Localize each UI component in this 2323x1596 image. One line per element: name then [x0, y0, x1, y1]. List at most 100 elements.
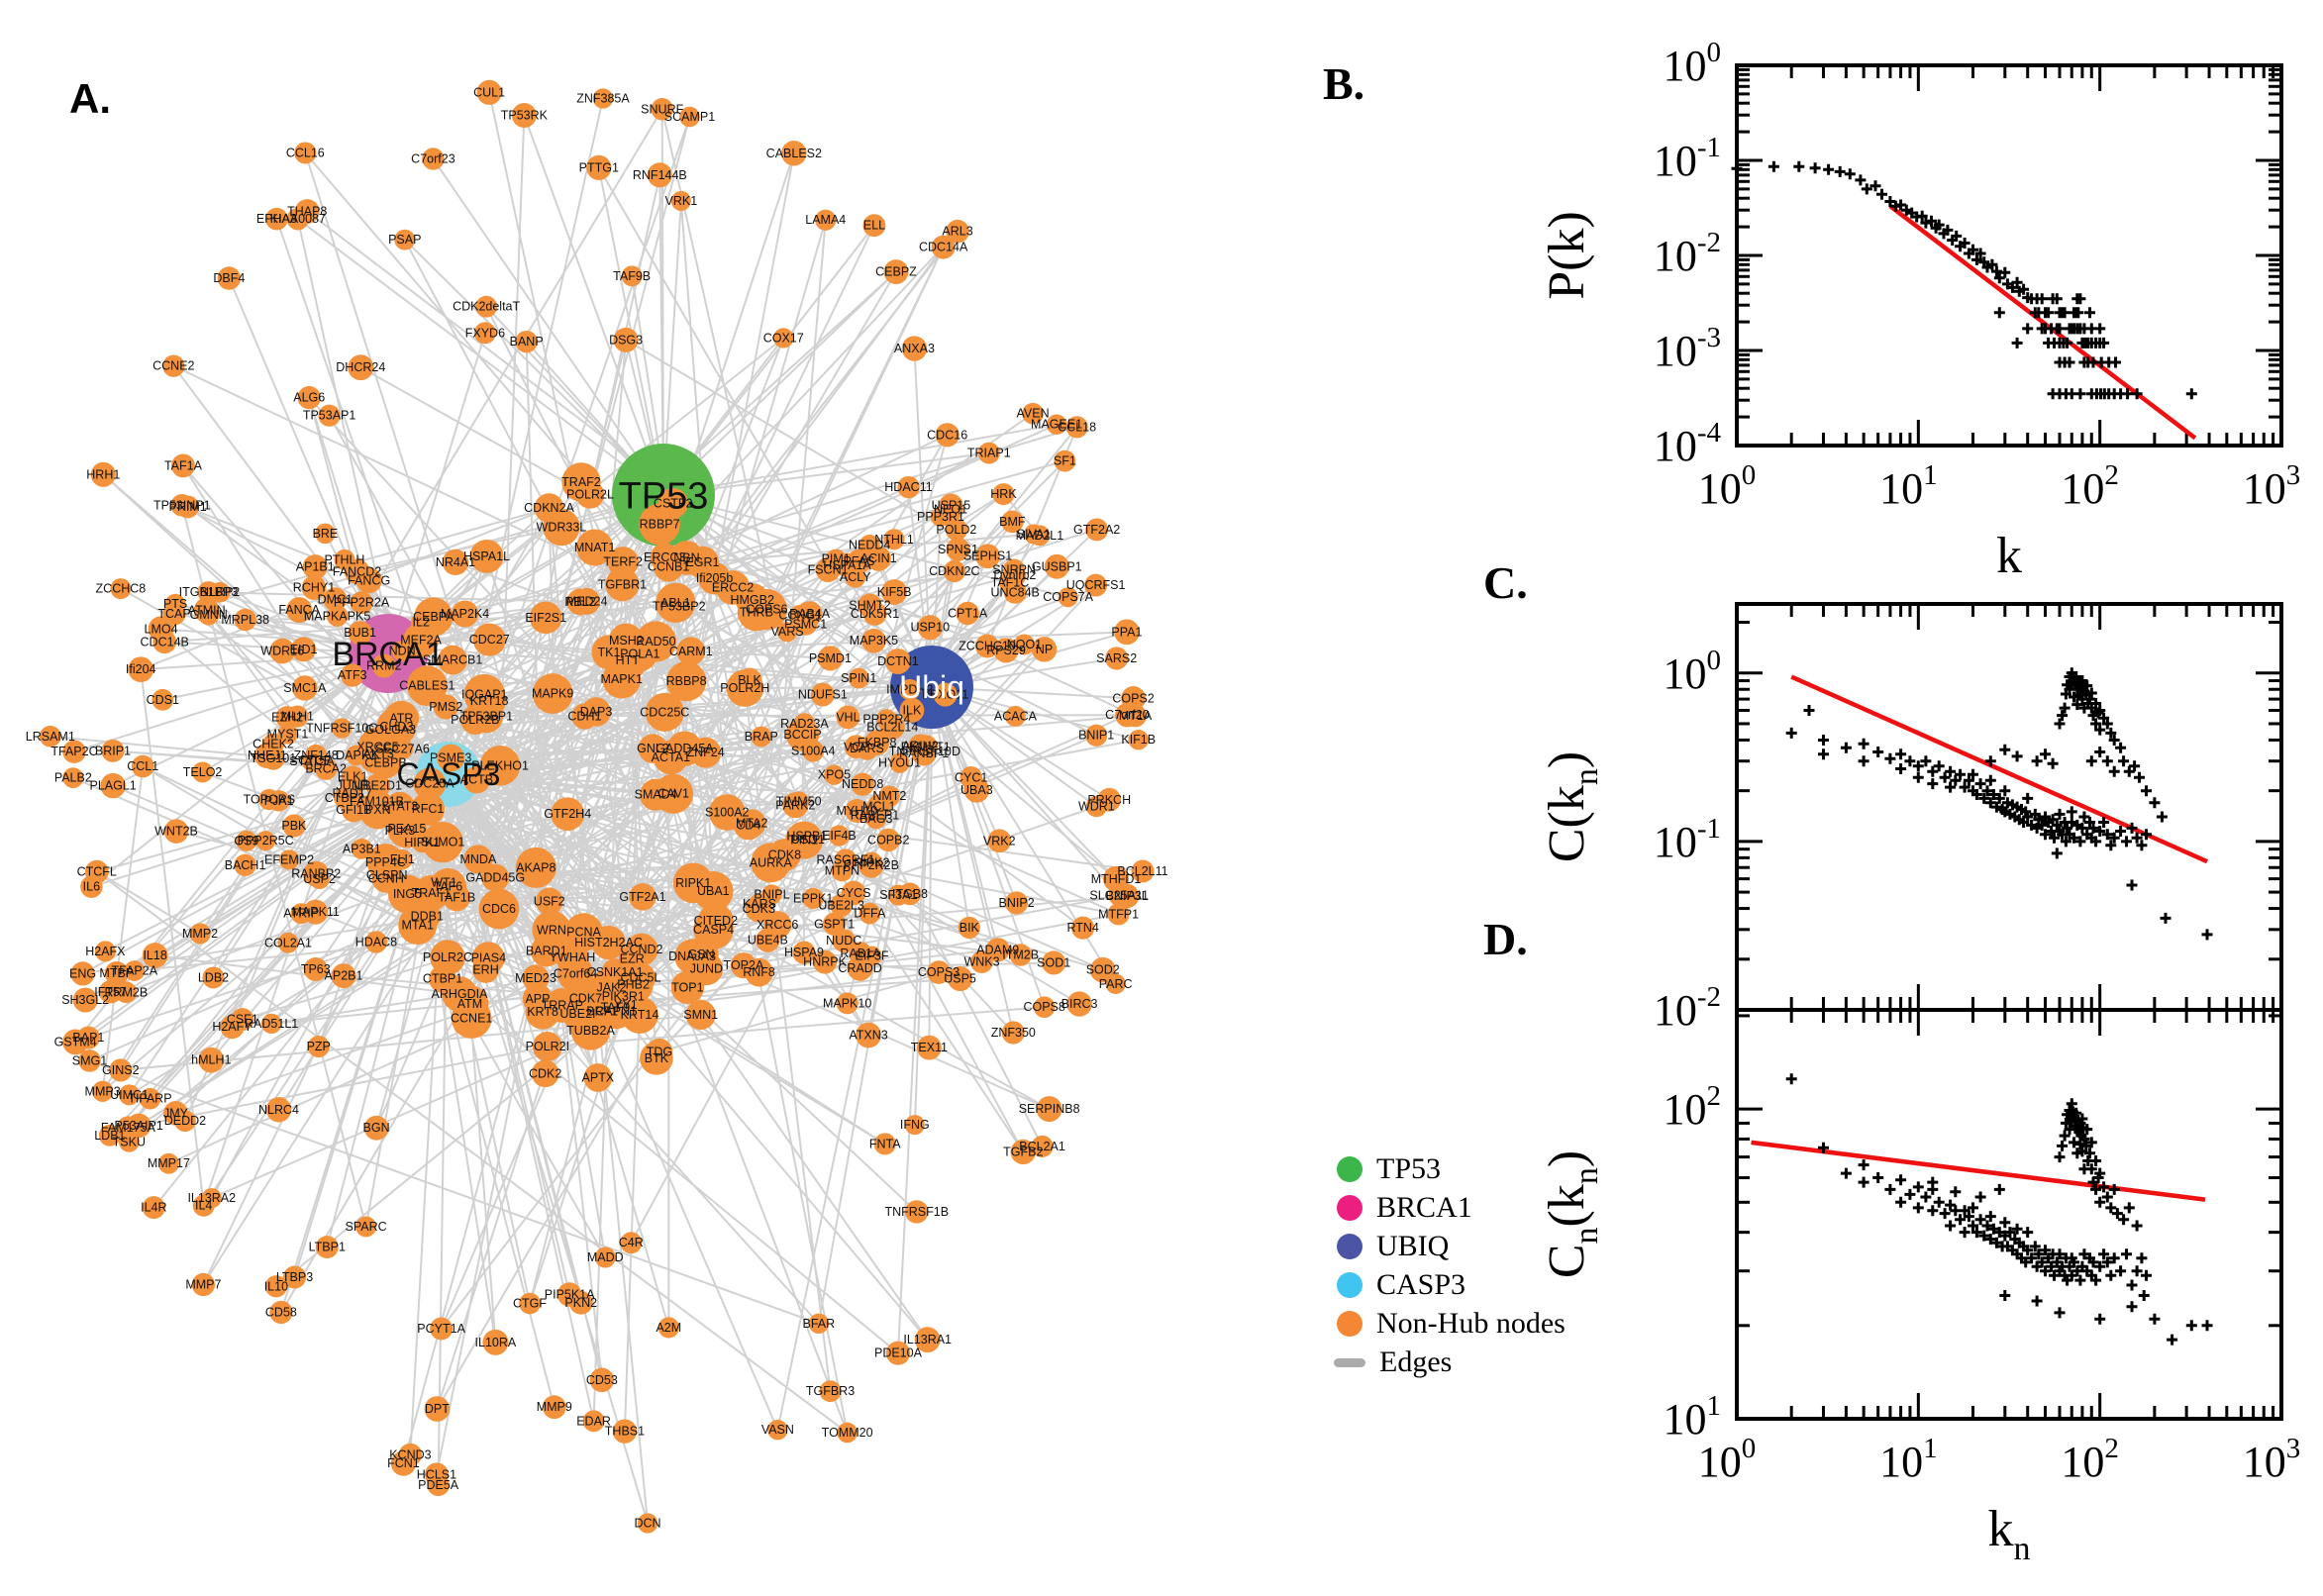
node-label: RIPK1: [675, 876, 711, 890]
network-node: [297, 385, 321, 410]
node-label: PZP: [307, 1040, 331, 1053]
node-label: ELL: [863, 219, 885, 233]
axis-tick-label: 101: [1879, 459, 1938, 513]
network-node: [128, 656, 154, 682]
node-label: MAPKAPK5: [304, 609, 370, 623]
node-label: PIK3R1: [602, 990, 645, 1004]
node-label: MAPK1: [601, 672, 643, 686]
node-label: SH3GL2: [61, 993, 109, 1007]
network-node: [581, 697, 611, 727]
node-label: ACTB: [460, 773, 493, 787]
network-node: [751, 726, 772, 748]
node-label: STAT3: [381, 800, 418, 814]
network-node: [278, 849, 300, 870]
node-label: RAD23A: [780, 717, 829, 731]
network-node: [131, 754, 154, 778]
network-node: [861, 628, 886, 653]
node-label: NEO1: [934, 502, 967, 516]
node-label: MED24: [566, 594, 608, 608]
node-label: HTT: [616, 653, 641, 667]
node-label: TRAF1: [412, 886, 452, 900]
node-label: POLR2C: [423, 950, 472, 964]
network-node: [78, 1049, 101, 1072]
network-node: [883, 259, 909, 285]
network-edge: [304, 151, 804, 736]
node-label: BNIP1: [1078, 729, 1114, 743]
network-edge: [315, 556, 665, 756]
node-label: HSPA1L: [463, 549, 510, 563]
node-label: BFAR: [803, 1317, 836, 1331]
network-node: [277, 932, 299, 953]
node-label: PALB2: [54, 771, 92, 785]
network-edge: [138, 1045, 549, 1127]
node-label: EPPK1: [793, 891, 833, 905]
network-node: [834, 848, 858, 871]
node-label: HCLS1: [417, 1467, 456, 1481]
axis-ticks: [1735, 1010, 2283, 1421]
network-node: [1022, 402, 1044, 425]
node-label: BAP1: [72, 1031, 104, 1045]
node-label: ACIN1: [860, 551, 897, 565]
node-label: EZR: [620, 951, 645, 965]
network-node: [532, 1031, 562, 1061]
network-node: [795, 827, 821, 851]
network-node: [307, 1036, 330, 1058]
node-label: HYOU1: [878, 756, 921, 770]
network-edge: [142, 765, 408, 895]
node-label: CDC5L: [620, 971, 660, 985]
node-label: SF3A1: [879, 888, 917, 902]
node-label: BRCA2: [305, 761, 347, 775]
network-node: [943, 559, 965, 583]
network-node: [442, 549, 469, 576]
network-node: [94, 941, 116, 962]
node-label: ZNF385A: [576, 91, 630, 105]
axis-title: P(k): [1539, 211, 1595, 300]
node-label: PKMYT1: [901, 741, 951, 754]
network-node: [191, 1272, 216, 1297]
node-label: GMNN: [190, 608, 228, 622]
network-node: [519, 1292, 541, 1315]
node-label: RANBP2: [291, 867, 341, 881]
node-label: TGFBR3: [806, 1384, 855, 1398]
network-edge: [73, 652, 389, 753]
network-edge: [663, 711, 1119, 916]
node-label: ILK: [903, 703, 922, 717]
legend-item-ubiq: UBIQ: [1337, 1230, 1566, 1262]
node-label: RBL2: [564, 595, 595, 609]
network-node: [863, 730, 890, 755]
network-edge: [181, 504, 585, 718]
network-edge: [181, 504, 623, 681]
network-node: [332, 718, 353, 739]
network-edge: [270, 993, 460, 1025]
network-node: [621, 996, 658, 1034]
node-label: NLRP2: [200, 585, 240, 599]
node-label: PCNA: [566, 926, 601, 940]
node-label: CCNE1: [451, 1012, 492, 1026]
node-label: LTBP3: [276, 1270, 313, 1284]
network-node: [1036, 1096, 1062, 1123]
network-node: [303, 899, 329, 925]
node-label: S100A2: [705, 806, 750, 820]
network-edge: [279, 773, 450, 1313]
node-label: CAPN1: [595, 1004, 637, 1018]
network-node: [476, 79, 502, 105]
plot-border: [1735, 602, 2283, 1012]
node-label: EPHA3: [256, 212, 297, 226]
network-node: [398, 1443, 423, 1466]
node-label: ACACA: [994, 709, 1038, 723]
network-node: [375, 714, 406, 746]
legend-item-label: TP53: [1376, 1152, 1442, 1185]
network-edge: [535, 493, 1005, 869]
network-node: [292, 675, 318, 701]
node-label: RAD50: [636, 635, 675, 648]
network-edge: [662, 270, 897, 496]
node-label: ZNF148: [294, 748, 339, 762]
network-node: [851, 772, 874, 796]
node-label: PKN2: [564, 1296, 597, 1310]
node-label: RASGRF1: [816, 852, 874, 866]
node-label: PCYT1A: [417, 1322, 465, 1336]
axis-tick-label: 100: [1664, 37, 1722, 90]
node-label: IL13RA1: [903, 1333, 952, 1347]
node-label: YY1: [614, 998, 638, 1012]
network-node: [264, 1275, 287, 1298]
